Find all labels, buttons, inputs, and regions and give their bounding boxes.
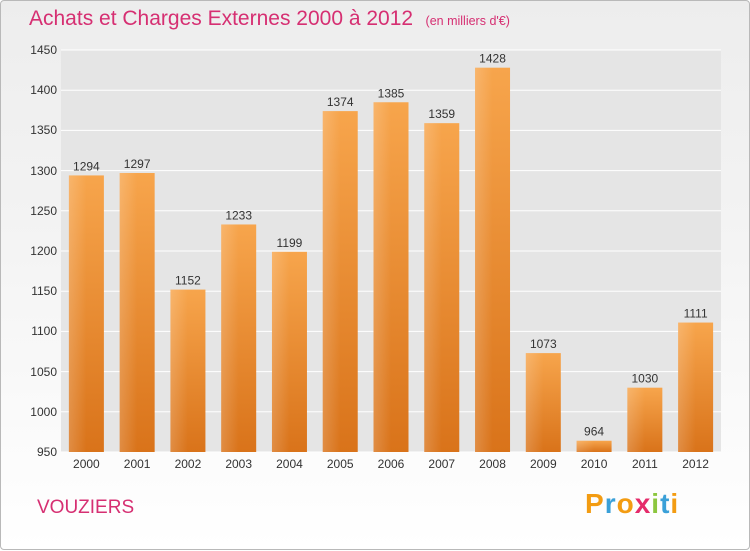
bar-highlight: [576, 440, 595, 452]
bar-highlight: [221, 224, 239, 452]
x-tick-label: 2005: [326, 457, 354, 471]
bar-highlight: [424, 123, 442, 452]
data-label: 1030: [631, 372, 658, 386]
data-label: 1374: [327, 95, 354, 109]
bar-highlight: [627, 387, 645, 452]
x-tick-label: 2001: [123, 457, 151, 471]
y-tick-label: 1450: [30, 43, 57, 57]
data-label: 1294: [73, 159, 100, 173]
logo-letter: t: [660, 488, 671, 519]
bar-highlight: [475, 67, 493, 453]
data-label: 1428: [479, 52, 506, 66]
x-tick-label: 2011: [631, 457, 658, 471]
bar-highlight: [322, 111, 341, 452]
data-label: 1152: [175, 274, 201, 288]
y-tick-label: 1050: [30, 364, 57, 379]
x-tick-label: 2003: [225, 457, 253, 471]
x-tick-label: 2006: [377, 457, 405, 471]
y-tick-label: 950: [36, 445, 57, 459]
chart-title-text: Achats et Charges Externes 2000 à 2012: [29, 7, 414, 30]
y-tick-label: 1150: [31, 284, 57, 299]
bar-highlight: [68, 175, 87, 452]
data-label: 1111: [684, 307, 708, 321]
data-label: 1233: [225, 208, 252, 222]
commune-name: VOUZIERS: [37, 497, 135, 518]
logo-letter: P: [585, 488, 605, 519]
data-label: 1359: [428, 107, 455, 121]
y-tick-label: 1250: [30, 203, 57, 218]
x-tick-label: 2007: [428, 457, 456, 471]
y-tick-label: 1000: [30, 404, 57, 419]
bar-highlight: [525, 353, 544, 452]
x-tick-label: 2012: [682, 457, 709, 471]
bar-highlight: [119, 173, 138, 452]
logo-letter: i: [651, 488, 661, 519]
y-tick-label: 1200: [30, 244, 57, 258]
logo-letter: x: [634, 488, 652, 519]
y-tick-label: 1300: [30, 163, 57, 178]
bar-highlight: [271, 251, 290, 452]
data-label: 1073: [530, 337, 557, 351]
x-tick-label: 2002: [174, 457, 202, 471]
proxiti-logo: Proxiti: [585, 488, 679, 520]
logo-letter: r: [604, 488, 617, 519]
bar-highlight: [170, 289, 188, 452]
bar-highlight: [373, 102, 391, 452]
x-tick-label: 2004: [276, 457, 303, 471]
logo-letter: o: [616, 488, 635, 519]
x-tick-label: 2008: [479, 457, 506, 471]
data-label: 1297: [124, 157, 151, 171]
y-tick-label: 1400: [30, 83, 57, 98]
data-label: 964: [584, 425, 604, 439]
data-label: 1385: [378, 86, 405, 100]
chart-unit: (en milliers d'€): [425, 14, 510, 28]
y-tick-label: 1100: [31, 324, 57, 339]
x-tick-label: 2000: [73, 457, 100, 471]
chart-title: Achats et Charges Externes 2000 à 2012 (…: [29, 7, 510, 31]
y-tick-label: 1350: [30, 123, 57, 138]
x-tick-label: 2009: [529, 457, 557, 471]
data-label: 1199: [277, 236, 303, 250]
bar-highlight: [678, 322, 696, 452]
logo-letter: i: [670, 488, 680, 519]
x-tick-label: 2010: [580, 457, 608, 471]
